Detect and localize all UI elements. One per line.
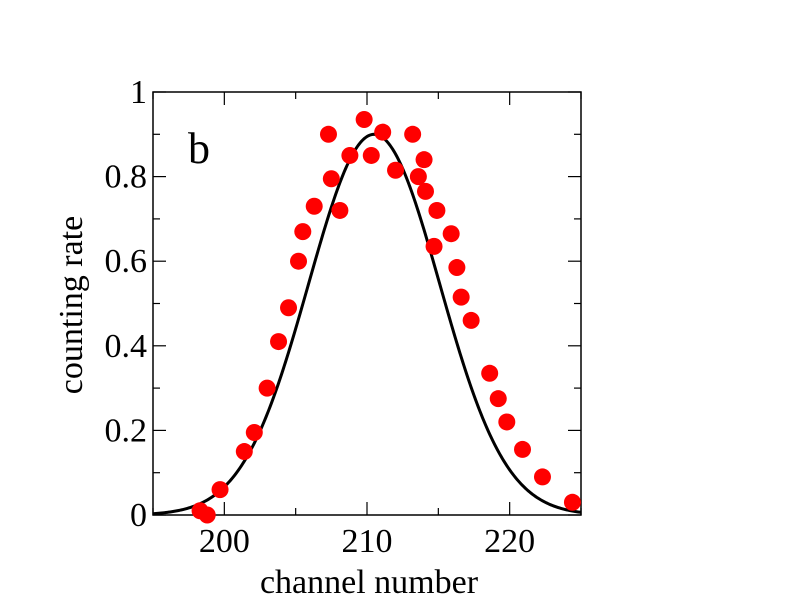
data-point xyxy=(409,168,427,186)
y-tick-label: 0 xyxy=(130,497,147,534)
y-tick-label: 0.4 xyxy=(105,328,148,365)
data-point xyxy=(514,440,532,458)
y-tick-label: 0.8 xyxy=(105,159,148,196)
y-tick-label: 0.2 xyxy=(105,412,148,449)
data-point xyxy=(425,237,443,255)
data-point xyxy=(294,223,312,241)
x-tick-label: 220 xyxy=(484,523,535,560)
data-point xyxy=(416,182,434,200)
data-point xyxy=(245,424,263,442)
data-point xyxy=(280,299,298,317)
data-point xyxy=(498,413,516,431)
fit-curve xyxy=(152,132,582,516)
tick-labels: 200 210 220 0 0.2 0.4 0.6 0.8 1 xyxy=(105,74,536,560)
data-point xyxy=(258,379,276,397)
data-point xyxy=(387,161,405,179)
x-tick-label: 200 xyxy=(199,523,250,560)
data-point xyxy=(211,481,229,499)
y-tick-label: 0.6 xyxy=(105,243,148,280)
data-point xyxy=(341,146,359,164)
data-point xyxy=(198,506,216,524)
data-point xyxy=(489,390,507,408)
data-point xyxy=(462,311,480,329)
data-point xyxy=(533,468,551,486)
data-point xyxy=(331,201,349,219)
data-point xyxy=(305,197,323,215)
data-point xyxy=(415,151,433,169)
data-point xyxy=(322,170,340,188)
data-point xyxy=(270,333,288,351)
y-axis-title: counting rate xyxy=(53,216,90,394)
data-point xyxy=(452,288,470,306)
data-points xyxy=(191,110,581,524)
data-point xyxy=(428,201,446,219)
data-point xyxy=(563,493,581,511)
data-point xyxy=(442,225,460,243)
data-point xyxy=(448,259,466,277)
data-point xyxy=(374,123,392,141)
y-tick-label: 1 xyxy=(130,74,147,111)
data-point xyxy=(290,252,308,270)
data-point xyxy=(481,364,499,382)
panel-label: b xyxy=(188,124,210,173)
data-point xyxy=(319,125,337,143)
fit-curve-layer xyxy=(152,132,582,516)
x-tick-label: 210 xyxy=(342,523,393,560)
data-point xyxy=(355,110,373,128)
data-point xyxy=(362,146,380,164)
data-point xyxy=(404,125,422,143)
x-axis-title: channel number xyxy=(260,564,479,601)
data-point xyxy=(235,443,253,461)
